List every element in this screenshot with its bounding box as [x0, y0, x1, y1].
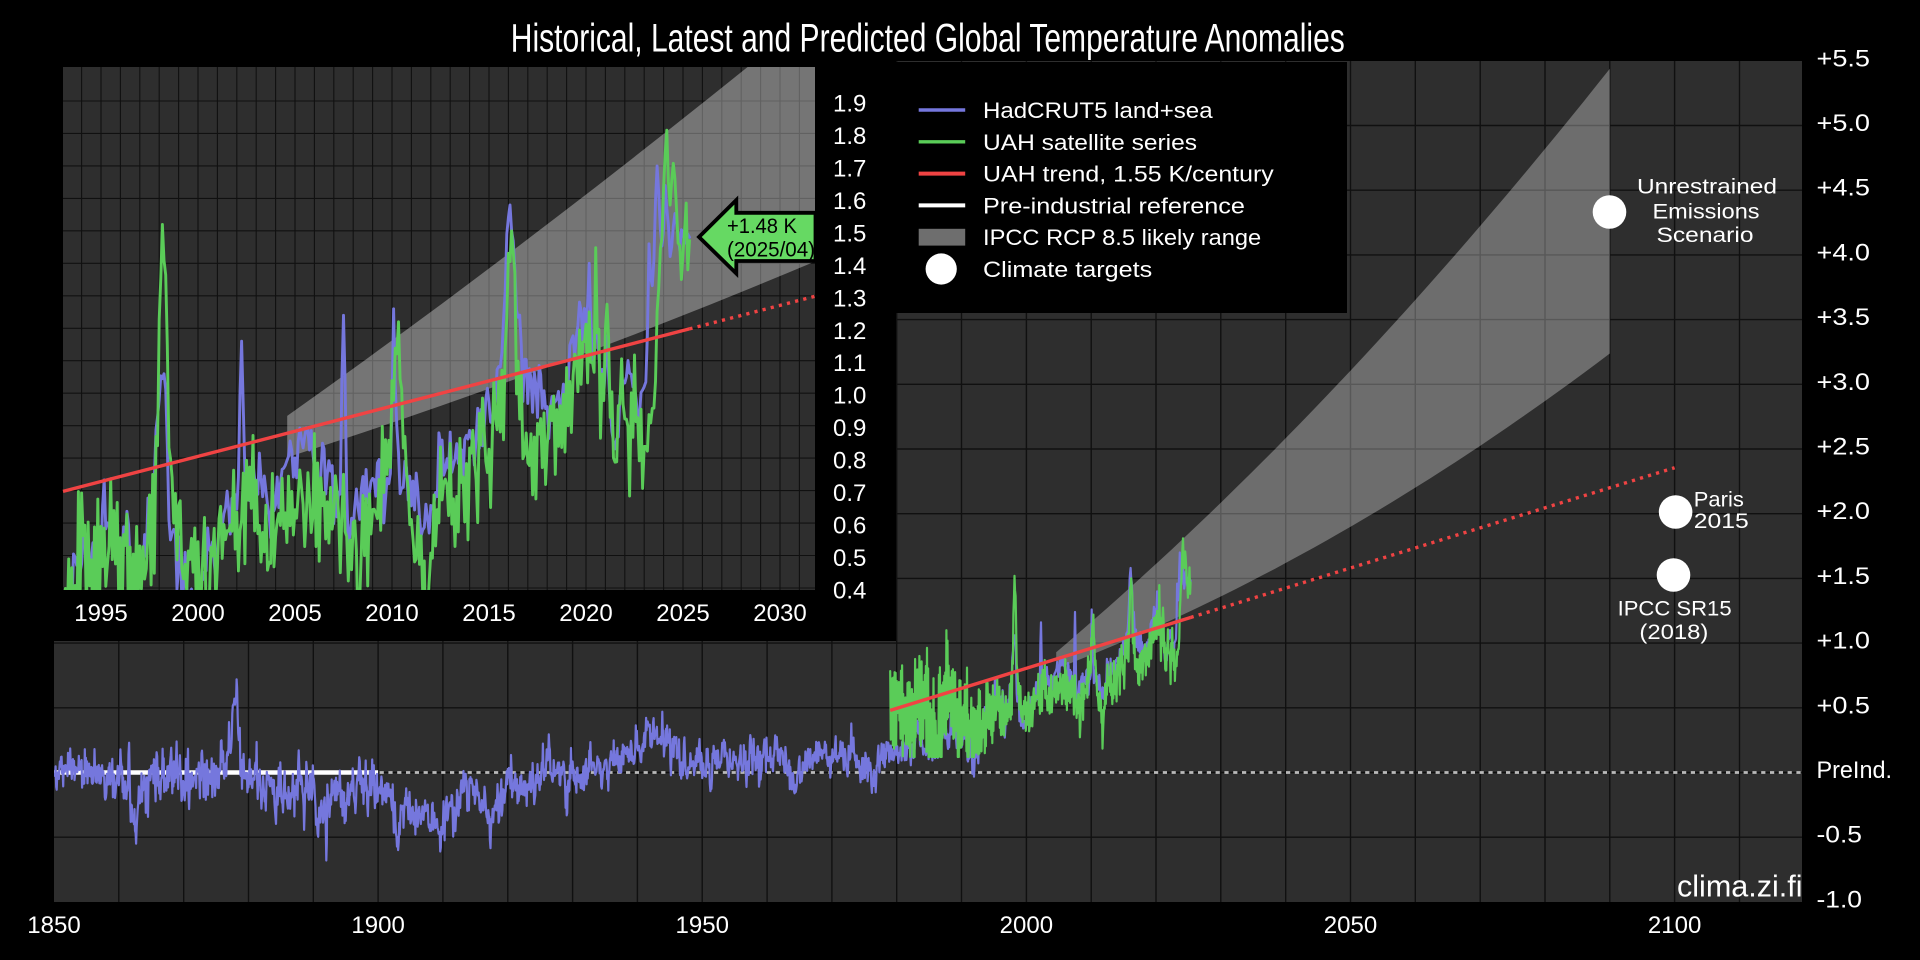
svg-text:2030: 2030	[753, 600, 806, 627]
svg-text:1.5: 1.5	[833, 220, 866, 247]
svg-text:Emissions: Emissions	[1653, 199, 1760, 223]
svg-text:0.8: 0.8	[833, 448, 866, 475]
svg-text:2010: 2010	[365, 600, 418, 627]
svg-text:2000: 2000	[171, 600, 224, 627]
svg-text:2025: 2025	[656, 600, 709, 627]
svg-text:+3.5: +3.5	[1817, 304, 1871, 331]
svg-text:1.2: 1.2	[833, 318, 866, 345]
svg-text:2015: 2015	[1694, 509, 1749, 533]
svg-text:+5.0: +5.0	[1817, 110, 1871, 137]
svg-text:IPCC RCP 8.5 likely range: IPCC RCP 8.5 likely range	[983, 225, 1261, 250]
svg-text:Historical, Latest and Predict: Historical, Latest and Predicted Global …	[511, 16, 1345, 60]
svg-text:+4.5: +4.5	[1817, 175, 1871, 202]
svg-text:2020: 2020	[559, 600, 612, 627]
svg-text:1850: 1850	[27, 912, 80, 939]
svg-text:Scenario: Scenario	[1657, 223, 1754, 247]
svg-text:Unrestrained: Unrestrained	[1637, 174, 1777, 198]
svg-text:-1.0: -1.0	[1817, 886, 1863, 913]
svg-text:0.5: 0.5	[833, 545, 866, 572]
svg-text:UAH trend, 1.55 K/century: UAH trend, 1.55 K/century	[983, 162, 1275, 187]
svg-text:2100: 2100	[1648, 912, 1701, 939]
svg-text:+1.48 K: +1.48 K	[727, 214, 798, 238]
svg-text:Paris: Paris	[1694, 488, 1744, 512]
svg-text:UAH satellite series: UAH satellite series	[983, 130, 1197, 155]
svg-text:1.0: 1.0	[833, 383, 866, 410]
svg-text:+2.5: +2.5	[1817, 434, 1871, 461]
svg-text:2000: 2000	[1000, 912, 1053, 939]
svg-text:PreInd.: PreInd.	[1817, 757, 1893, 784]
svg-text:+1.0: +1.0	[1817, 628, 1871, 655]
svg-text:+4.0: +4.0	[1817, 239, 1871, 266]
svg-text:+1.5: +1.5	[1817, 563, 1871, 590]
svg-text:HadCRUT5 land+sea: HadCRUT5 land+sea	[983, 98, 1213, 123]
svg-text:0.9: 0.9	[833, 415, 866, 442]
svg-text:1900: 1900	[351, 912, 404, 939]
svg-text:2015: 2015	[462, 600, 515, 627]
svg-text:Climate targets: Climate targets	[983, 257, 1152, 282]
svg-text:(2025/04): (2025/04)	[727, 237, 815, 261]
svg-text:1.7: 1.7	[833, 155, 866, 182]
svg-text:+0.5: +0.5	[1817, 692, 1871, 719]
svg-text:(2018): (2018)	[1639, 620, 1708, 644]
svg-text:-0.5: -0.5	[1817, 822, 1863, 849]
svg-text:+5.5: +5.5	[1817, 45, 1871, 72]
svg-text:1995: 1995	[74, 600, 127, 627]
svg-text:IPCC SR15: IPCC SR15	[1618, 597, 1732, 621]
svg-text:0.6: 0.6	[833, 513, 866, 540]
svg-text:1.1: 1.1	[833, 350, 866, 377]
svg-text:2050: 2050	[1324, 912, 1377, 939]
svg-text:1.6: 1.6	[833, 188, 866, 215]
svg-text:2005: 2005	[268, 600, 321, 627]
svg-text:1.4: 1.4	[833, 253, 866, 280]
svg-text:1.8: 1.8	[833, 123, 866, 150]
svg-text:+2.0: +2.0	[1817, 498, 1871, 525]
svg-text:1.9: 1.9	[833, 90, 866, 117]
svg-text:clima.zi.fi: clima.zi.fi	[1677, 868, 1803, 903]
svg-text:+3.0: +3.0	[1817, 369, 1871, 396]
svg-text:1950: 1950	[676, 912, 729, 939]
svg-text:1.3: 1.3	[833, 285, 866, 312]
svg-text:Pre-industrial reference: Pre-industrial reference	[983, 193, 1245, 218]
svg-text:0.7: 0.7	[833, 480, 866, 507]
svg-text:0.4: 0.4	[833, 578, 866, 605]
